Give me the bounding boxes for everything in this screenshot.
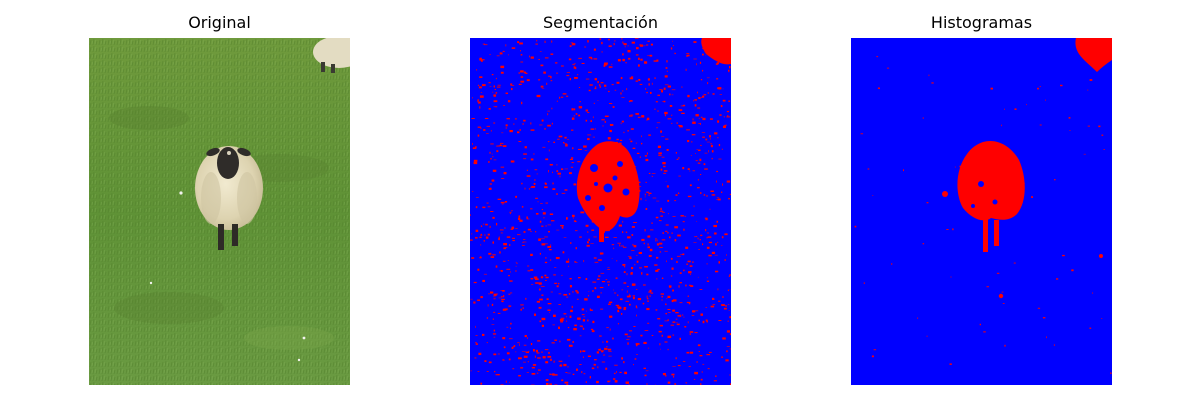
segmentation-noise: [470, 38, 731, 385]
segmentation-mask-image: [470, 38, 731, 385]
panel-title-original: Original: [188, 13, 251, 32]
histogram-segmentation-image: [851, 38, 1112, 385]
original-photo: [89, 38, 350, 385]
panel-title-histogramas: Histogramas: [930, 13, 1033, 32]
panel-title-segmentacion: Segmentación: [543, 13, 658, 32]
